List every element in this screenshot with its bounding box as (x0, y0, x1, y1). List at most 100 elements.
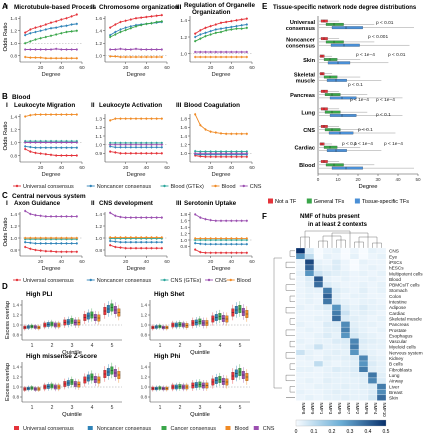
heatmap-cell (331, 253, 342, 260)
legend-swatch-point (163, 278, 166, 282)
significance-label: p < 1e−4 (376, 97, 395, 103)
heatmap-cell (349, 293, 360, 299)
data-point (114, 141, 117, 144)
heatmap-cell (358, 276, 369, 283)
column-label: NMF10 (382, 403, 387, 418)
data-point (60, 18, 63, 21)
dendrogram-branch (285, 352, 295, 359)
dendrogram-branch (285, 307, 295, 314)
data-point (49, 57, 53, 60)
data-point (199, 33, 202, 36)
data-point (24, 115, 27, 118)
x-tick-label: 60 (164, 65, 170, 71)
data-point (34, 141, 37, 144)
y-tick-label: 0.9 (95, 151, 102, 157)
colorbar (295, 419, 387, 427)
panel-letter-c: C (2, 191, 8, 200)
heatmap-cell (358, 377, 369, 384)
heatmap-cell (322, 355, 333, 362)
data-point (114, 236, 117, 239)
data-point (109, 239, 112, 243)
box (324, 93, 341, 97)
data-point (209, 50, 212, 54)
data-point (194, 248, 197, 251)
data-point (199, 242, 202, 245)
box (327, 61, 351, 65)
data-point (230, 150, 233, 153)
data-point (119, 143, 122, 146)
data-point (34, 214, 37, 217)
row-label: Breast (389, 390, 403, 395)
data-point (225, 150, 228, 153)
heatmap-cell (295, 259, 306, 266)
heatmap-cell (349, 304, 360, 311)
heatmap-cell (331, 259, 342, 266)
legend-label: Blood (222, 184, 236, 190)
x-tick-label: 20 (123, 259, 129, 265)
heatmap-cell (358, 349, 369, 356)
data-point (49, 153, 53, 156)
heatmap-cell (367, 276, 378, 283)
data-point (225, 26, 228, 29)
data-point (24, 145, 27, 148)
data-point (60, 25, 63, 28)
data-point (70, 250, 73, 253)
data-point (34, 38, 37, 41)
heatmap-cell (358, 326, 369, 333)
y-tick-label: 1.0 (95, 54, 102, 60)
data-point (55, 57, 58, 60)
data-point (209, 30, 212, 33)
heatmap-cell (340, 276, 351, 283)
y-tick-label: 1.2 (13, 375, 20, 380)
data-point (145, 141, 148, 144)
data-point (55, 33, 58, 36)
x-tick-label: 30 (375, 177, 381, 182)
data-point (199, 237, 202, 240)
legend-d: Universal consensus Noncancer consensus Ca… (14, 426, 275, 432)
data-point (219, 132, 223, 135)
chart-roman: I (6, 200, 8, 207)
x-tick-label: 60 (249, 165, 255, 171)
data-point (134, 241, 138, 244)
heatmap-cell (376, 349, 387, 356)
data-point (49, 113, 53, 116)
row-label: Nervous system (389, 350, 423, 355)
column-label: NMF8 (301, 403, 306, 415)
heatmap-cell (304, 321, 315, 328)
data-point (240, 150, 243, 153)
heatmap-cell (322, 377, 333, 384)
heatmap-cell (376, 304, 387, 311)
data-point (225, 219, 228, 222)
box (320, 37, 328, 41)
row-label: Noncancer (286, 37, 316, 43)
data-point (204, 35, 207, 38)
data-point (245, 26, 248, 29)
legend-label: CNS (263, 426, 275, 432)
x-tick-label: 4 (91, 343, 94, 349)
data-point (145, 143, 148, 146)
data-point (109, 211, 112, 214)
heatmap-cell (349, 338, 360, 345)
x-tick-label: 40 (144, 165, 150, 171)
data-point (245, 132, 248, 135)
heatmap-cell (295, 264, 306, 271)
data-point (214, 131, 217, 134)
row-label: B cells (389, 362, 403, 367)
data-point (235, 243, 238, 246)
data-point (44, 215, 47, 218)
heatmap-cell (331, 383, 342, 390)
heatmap-cell (340, 293, 351, 299)
data-point (29, 48, 32, 51)
heatmap-cell (367, 287, 378, 294)
heatmap-cell (313, 349, 324, 356)
row-label: CNS (389, 249, 399, 254)
data-point (29, 212, 32, 216)
x-tick-label: 5 (111, 405, 114, 411)
y-tick-label: 1.4 (10, 212, 17, 218)
dendrogram-branch (304, 230, 351, 248)
data-point (235, 55, 238, 59)
heatmap-cell (295, 343, 306, 350)
heatmap-cell (358, 332, 369, 339)
data-point (49, 34, 53, 37)
heatmap-cell (340, 394, 351, 401)
